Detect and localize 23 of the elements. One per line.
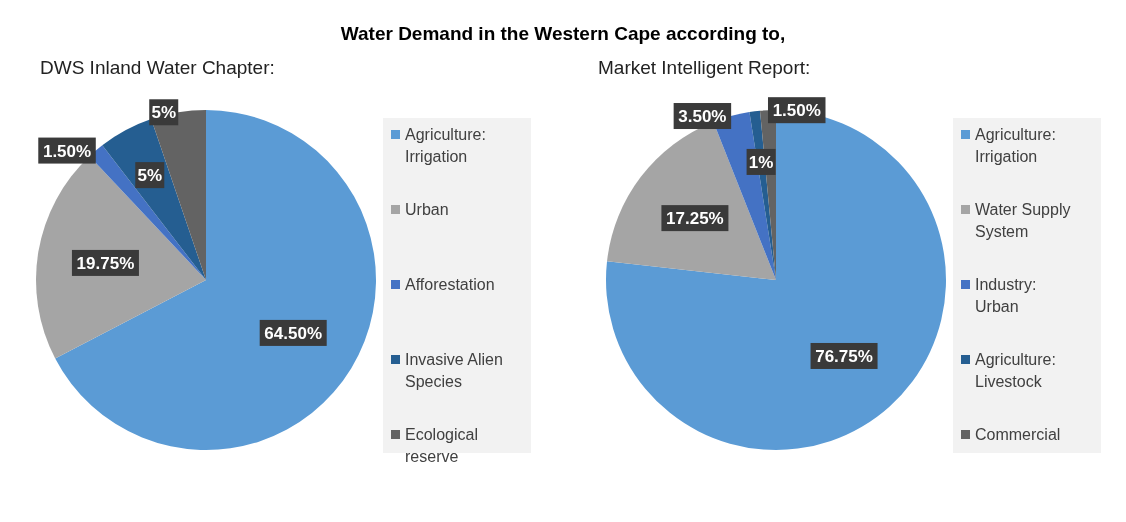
- legend-label: Urban: [405, 201, 449, 218]
- data-label: 1.50%: [42, 141, 92, 161]
- legend-label: Agriculture: Irrigation: [405, 126, 486, 165]
- data-label: 1%: [748, 152, 774, 172]
- legend-label: Ecological reserve: [405, 426, 478, 465]
- legend-label: Industry: Urban: [975, 276, 1037, 315]
- legend-label: Water Supply System: [975, 201, 1071, 240]
- legend-label: Agriculture: Irrigation: [975, 126, 1056, 165]
- data-label: 1.50%: [772, 101, 821, 121]
- legend-label: Invasive Alien Species: [405, 351, 503, 390]
- legend-label: Commercial: [975, 426, 1061, 443]
- data-label: 17.25%: [666, 209, 724, 229]
- data-label: 19.75%: [76, 253, 135, 273]
- data-label: 5%: [151, 103, 177, 123]
- data-label: 76.75%: [815, 346, 873, 366]
- legend-label: Agriculture: Livestock: [975, 351, 1056, 390]
- data-label: 3.50%: [678, 107, 727, 127]
- legend-label: Afforestation: [405, 276, 495, 293]
- data-label: 64.50%: [264, 323, 323, 343]
- chart-subtitle: DWS Inland Water Chapter:: [40, 57, 275, 78]
- data-label: 5%: [137, 166, 163, 186]
- chart-subtitle: Market Intelligent Report:: [598, 57, 811, 78]
- text: Water Demand in the Western Cape according to,: [340, 23, 786, 44]
